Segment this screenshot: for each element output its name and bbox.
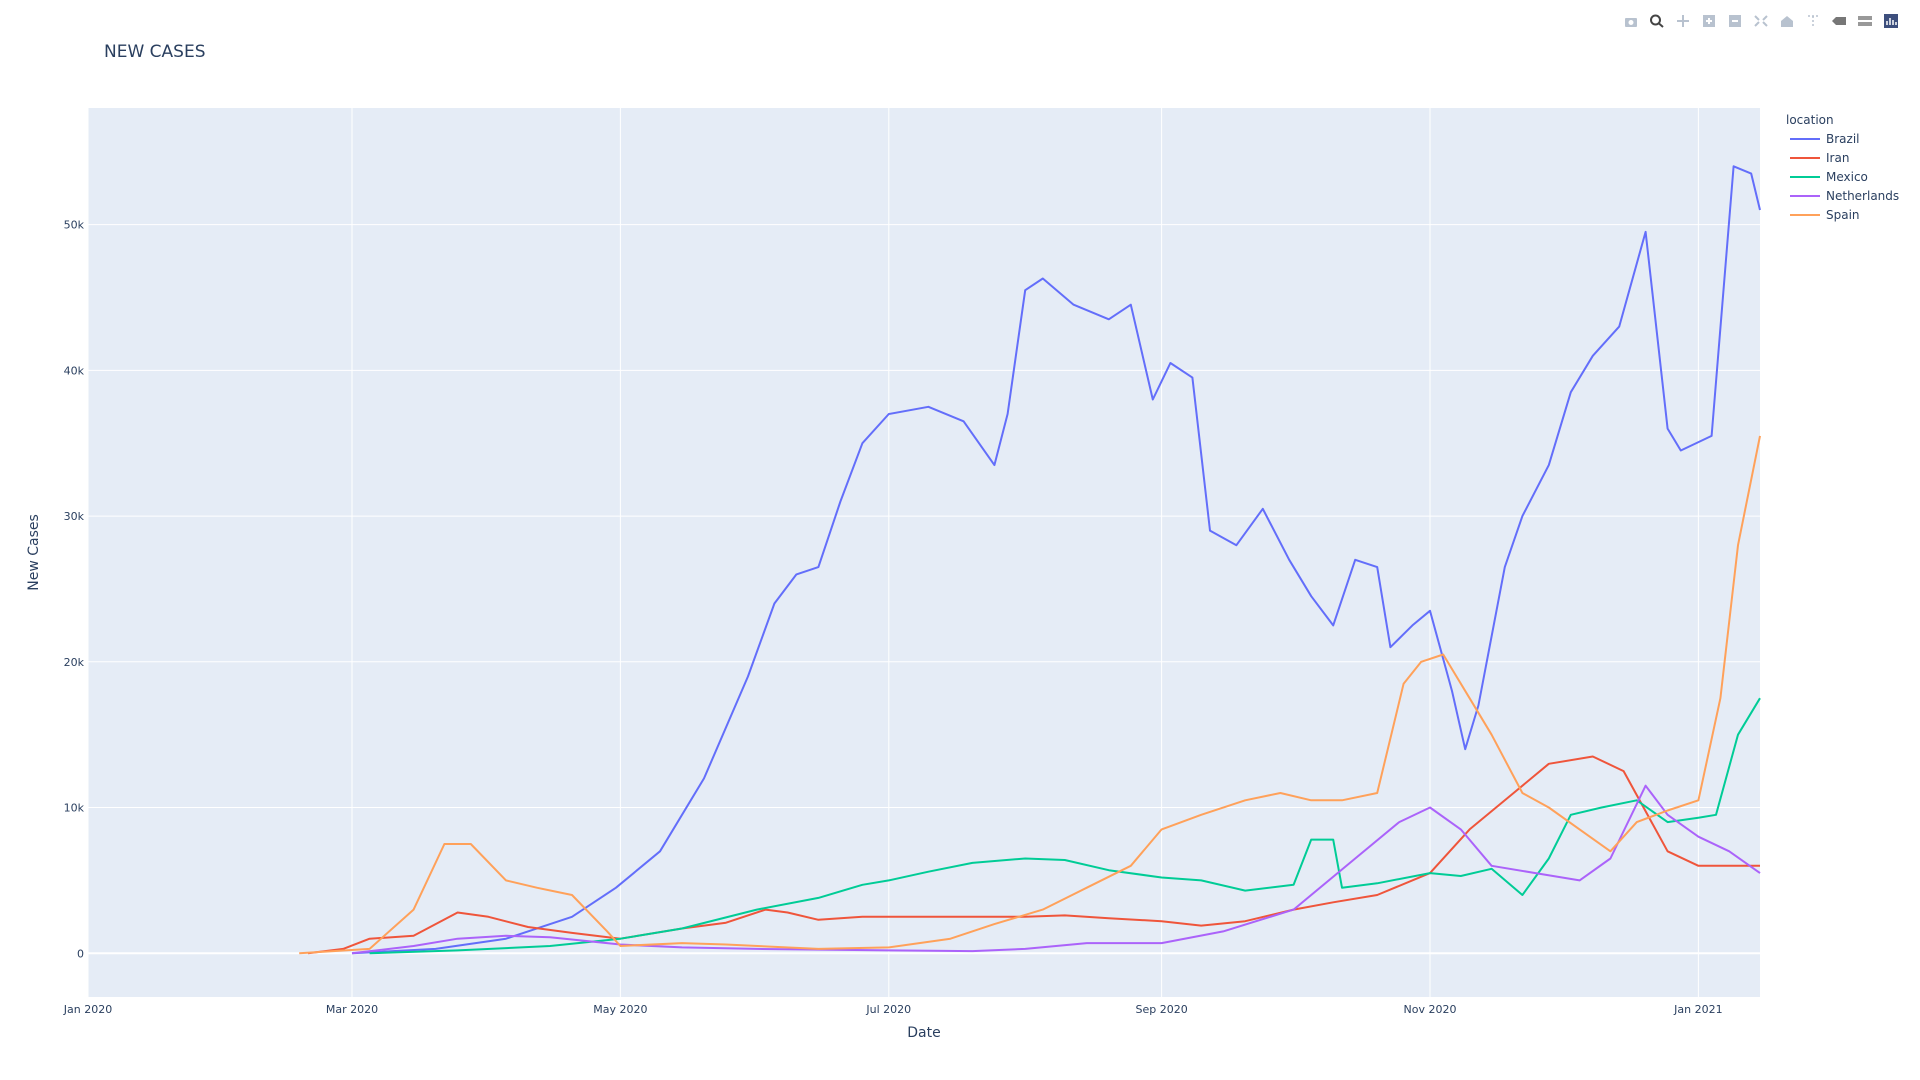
x-tick-label: Jan 2021: [1673, 1003, 1722, 1016]
plotly-logo-icon[interactable]: [1880, 12, 1902, 30]
legend-label: Brazil: [1826, 132, 1860, 146]
x-tick-label: Jan 2020: [63, 1003, 112, 1016]
legend-item-netherlands[interactable]: Netherlands: [1790, 189, 1899, 203]
x-tick-label: Sep 2020: [1135, 1003, 1187, 1016]
series-lines: [299, 165, 1761, 955]
chart-title: NEW CASES: [104, 42, 206, 62]
legend-label: Netherlands: [1826, 189, 1899, 203]
modebar: [1620, 12, 1902, 30]
hover-compare-icon[interactable]: [1854, 12, 1876, 30]
pan-icon[interactable]: [1672, 12, 1694, 30]
y-tick-label: 10k: [64, 802, 85, 815]
x-tick-label: Mar 2020: [326, 1003, 378, 1016]
plot-area: [88, 108, 1760, 997]
series-line-brazil[interactable]: [351, 165, 1761, 955]
legend-label: Mexico: [1826, 170, 1868, 184]
y-tick-label: 40k: [64, 364, 85, 377]
legend-item-mexico[interactable]: Mexico: [1790, 170, 1868, 184]
y-tick-label: 20k: [64, 656, 85, 669]
series-line-netherlands[interactable]: [351, 784, 1761, 955]
y-tick-label: 0: [77, 947, 84, 960]
legend-title: location: [1786, 113, 1834, 127]
zoom-out-icon[interactable]: [1724, 12, 1746, 30]
x-axis-ticks: Jan 2020 Mar 2020 May 2020 Jul 2020 Sep 2020…: [63, 1003, 1723, 1016]
grid-lines: [87, 108, 1760, 997]
y-tick-label: 30k: [64, 510, 85, 523]
legend-item-brazil[interactable]: Brazil: [1790, 132, 1860, 146]
home-icon[interactable]: [1776, 12, 1798, 30]
y-axis-title: New Cases: [26, 514, 42, 591]
x-tick-label: Jul 2020: [865, 1003, 911, 1016]
series-line-mexico[interactable]: [369, 697, 1761, 955]
autoscale-icon[interactable]: [1750, 12, 1772, 30]
hover-closest-icon[interactable]: [1828, 12, 1850, 30]
legend-label: Iran: [1826, 151, 1849, 165]
legend-item-iran[interactable]: Iran: [1790, 151, 1849, 165]
series-line-iran[interactable]: [307, 755, 1760, 955]
legend-label: Spain: [1826, 208, 1860, 222]
x-tick-label: May 2020: [593, 1003, 647, 1016]
zoom-icon[interactable]: [1646, 12, 1668, 30]
legend-item-spain[interactable]: Spain: [1790, 208, 1860, 222]
y-axis-ticks: 0 10k 20k 30k 40k 50k: [64, 219, 85, 961]
camera-icon[interactable]: [1620, 12, 1642, 30]
x-axis-title: Date: [907, 1025, 940, 1041]
zoom-in-icon[interactable]: [1698, 12, 1720, 30]
y-tick-label: 50k: [64, 219, 85, 232]
legend: location Brazil Iran Mexico Netherlands Spain: [1786, 113, 1899, 222]
spike-lines-icon[interactable]: [1802, 12, 1824, 30]
series-line-spain[interactable]: [299, 435, 1761, 955]
x-tick-label: Nov 2020: [1404, 1003, 1457, 1016]
